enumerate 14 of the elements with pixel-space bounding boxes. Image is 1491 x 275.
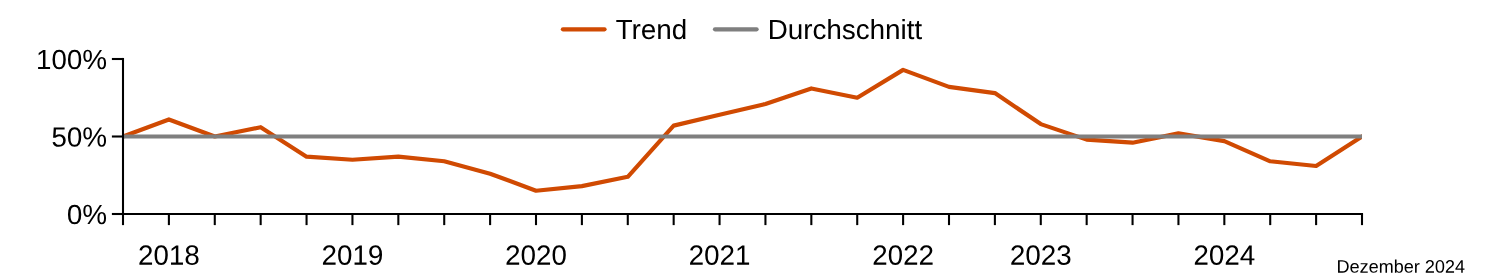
- x-tick-label: 2021: [690, 245, 750, 265]
- y-tick-label: 50%: [52, 127, 107, 147]
- x-tick-label: 2020: [506, 245, 566, 265]
- y-tick-label: 100%: [38, 49, 107, 70]
- x-tick-label: 2018: [139, 245, 199, 265]
- x-tick-label: 2019: [322, 245, 383, 265]
- text: Dezember 2024: [1338, 259, 1465, 273]
- x-tick-label: 2024: [1194, 245, 1255, 265]
- legend-label: Trend: [616, 18, 686, 40]
- x-tick-label: 2023: [1011, 245, 1071, 265]
- y-tick-label: 0%: [67, 204, 107, 225]
- x-tick-label: 2022: [873, 245, 933, 265]
- legend-label: Durchschnitt: [770, 18, 922, 40]
- line-series: [123, 67, 1362, 193]
